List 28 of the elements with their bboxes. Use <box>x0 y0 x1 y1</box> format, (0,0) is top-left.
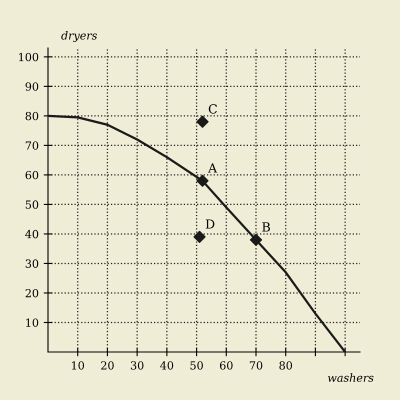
point <box>196 116 209 128</box>
y-tick-label: 30 <box>26 259 38 268</box>
x-tick-label: 50 <box>190 361 203 370</box>
x-tick-label: 80 <box>279 361 292 370</box>
annotation: B <box>262 222 270 232</box>
y-axis-title: dryers <box>61 31 97 42</box>
annotation: A <box>208 163 218 172</box>
y-tick-label: 50 <box>26 200 38 209</box>
x-tick-label: 10 <box>72 361 84 370</box>
y-tick-label: 100 <box>19 52 38 62</box>
x-tick-label: 40 <box>160 361 174 370</box>
point <box>250 234 262 246</box>
y-tick-label: 40 <box>25 230 38 238</box>
annotation: D <box>206 219 214 229</box>
annotation: C <box>208 104 217 114</box>
x-tick-label: 60 <box>220 361 233 370</box>
y-tick-label: 70 <box>26 141 38 150</box>
y-tick-label: 90 <box>26 82 38 91</box>
y-tick-label: 20 <box>26 288 38 298</box>
x-tick-label: 70 <box>250 361 262 370</box>
y-tick-label: 10 <box>26 318 38 327</box>
x-tick-label: 30 <box>130 361 144 370</box>
point <box>193 230 206 243</box>
y-tick-label: 80 <box>26 112 38 120</box>
x-tick-label: 20 <box>101 361 114 370</box>
point <box>196 174 209 187</box>
y-tick-label: 60 <box>26 170 38 180</box>
x-axis-title: washers <box>328 373 374 382</box>
